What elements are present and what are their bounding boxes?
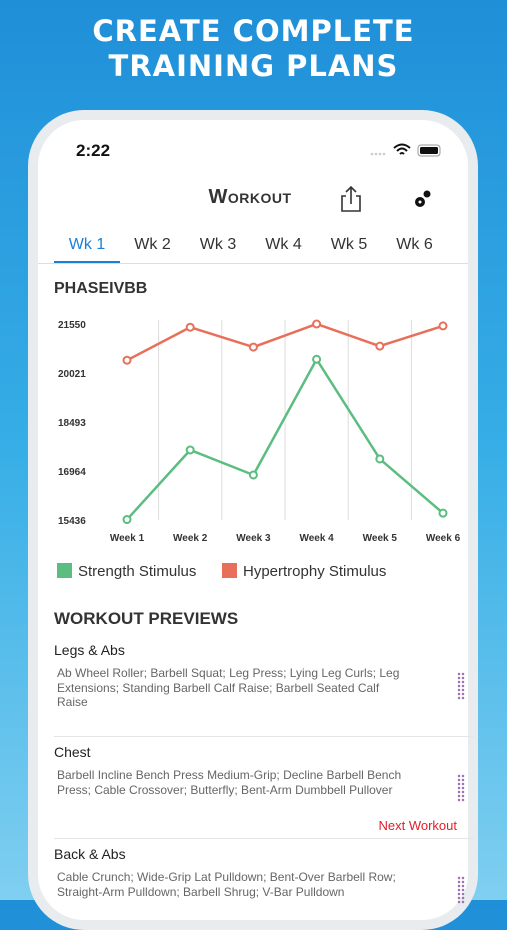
preview-title[interactable]: Back & Abs bbox=[54, 846, 126, 862]
status-time: 2:22 bbox=[76, 141, 111, 160]
y-tick-label: 15436 bbox=[58, 516, 86, 527]
tab[interactable]: Wk 1 bbox=[68, 236, 106, 253]
screen-title: Workout bbox=[208, 186, 292, 208]
series-line bbox=[126, 322, 444, 362]
data-point bbox=[185, 445, 195, 455]
y-tick-label: 18493 bbox=[58, 418, 86, 429]
share-button[interactable] bbox=[341, 185, 361, 212]
drag-handle[interactable] bbox=[457, 876, 465, 904]
previews-heading: WORKOUT PREVIEWS bbox=[54, 609, 239, 628]
status-icons bbox=[370, 143, 441, 157]
x-tick-label: Week 4 bbox=[299, 533, 334, 544]
legend-label: Strength Stimulus bbox=[78, 563, 196, 580]
preview-exercises: Cable Crunch; Wide-Grip Lat Pulldown; Be… bbox=[57, 870, 396, 899]
screen bbox=[38, 120, 468, 920]
data-point bbox=[248, 342, 258, 352]
y-tick-label: 16964 bbox=[58, 467, 86, 478]
tab-indicator bbox=[54, 261, 120, 263]
preview-title[interactable]: Legs & Abs bbox=[54, 642, 125, 658]
data-point bbox=[185, 322, 195, 332]
preview-title[interactable]: Chest bbox=[54, 744, 91, 760]
data-point bbox=[438, 508, 448, 518]
data-point bbox=[122, 355, 132, 365]
legend-swatch bbox=[57, 563, 72, 578]
x-tick-label: Week 1 bbox=[110, 533, 145, 544]
preview-exercises: Barbell Incline Bench Press Medium-Grip;… bbox=[57, 768, 402, 797]
tab[interactable]: Wk 6 bbox=[396, 236, 433, 253]
y-tick-label: 21550 bbox=[58, 320, 86, 331]
data-point bbox=[312, 354, 322, 364]
x-tick-label: Week 3 bbox=[236, 533, 271, 544]
drag-handle[interactable] bbox=[457, 774, 465, 802]
x-tick-label: Week 5 bbox=[363, 533, 398, 544]
chart-title: PHASEIVBB bbox=[54, 280, 148, 297]
banner-line: TRAINING PLANS bbox=[108, 49, 399, 83]
tab[interactable]: Wk 2 bbox=[134, 236, 171, 253]
next-workout-label: Next Workout bbox=[378, 818, 457, 833]
preview-exercises: Ab Wheel Roller; Barbell Squat; Leg Pres… bbox=[57, 666, 400, 709]
data-point bbox=[122, 515, 132, 525]
banner-line: CREATE COMPLETE bbox=[92, 14, 415, 48]
separator bbox=[54, 736, 474, 737]
header-icons bbox=[341, 185, 431, 212]
data-point bbox=[438, 321, 448, 331]
tab[interactable]: Wk 4 bbox=[265, 236, 302, 253]
data-point bbox=[312, 319, 322, 329]
separator bbox=[54, 838, 474, 839]
x-tick-label: Week 2 bbox=[173, 533, 208, 544]
y-tick-label: 20021 bbox=[58, 369, 86, 380]
legend-swatch bbox=[222, 563, 237, 578]
x-tick-label: Week 6 bbox=[426, 533, 461, 544]
series-line bbox=[126, 356, 444, 521]
tab[interactable]: Wk 3 bbox=[199, 236, 237, 253]
settings-button[interactable] bbox=[415, 190, 431, 208]
data-point bbox=[375, 454, 385, 464]
data-point bbox=[248, 470, 258, 480]
data-point bbox=[375, 341, 385, 351]
tab-divider bbox=[38, 263, 468, 264]
banner: CREATE COMPLETE TRAINING PLANS bbox=[0, 14, 507, 84]
legend-label: Hypertrophy Stimulus bbox=[243, 563, 386, 580]
drag-handle[interactable] bbox=[457, 672, 465, 700]
tab[interactable]: Wk 5 bbox=[330, 236, 368, 253]
chart: 15436 16964 18493 20021 21550 Week 1 Week 2 Wee… bbox=[57, 319, 461, 580]
